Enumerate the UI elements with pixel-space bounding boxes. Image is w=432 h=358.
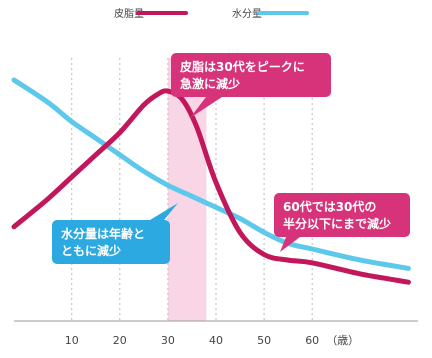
callout-text-line: 60代では30代の	[283, 199, 376, 214]
callout-text-line: 半分以下にまで減少	[283, 216, 391, 231]
x-tick-label: 10	[65, 334, 79, 347]
callout-box	[171, 53, 331, 97]
legend: 皮脂量 水分量	[114, 7, 309, 20]
callout-text-line: 急激に減少	[180, 76, 240, 91]
callout-pointer	[150, 203, 178, 220]
x-tick-label: 20	[113, 334, 127, 347]
moisture-series-line	[11, 77, 411, 271]
x-tick-label: 30	[161, 334, 175, 347]
callout-box	[52, 220, 170, 264]
x-tick-labels: 10 20 30 40 50 60 （歳）	[65, 334, 359, 347]
callout-text-line: ともに減少	[61, 243, 121, 258]
grid-layer	[71, 58, 313, 321]
x-tick-label: 60	[305, 334, 319, 347]
x-tick-label: 50	[257, 334, 271, 347]
callout-box	[274, 193, 410, 237]
callout-text-line: 皮脂は30代をピークに	[179, 59, 305, 74]
callout-pointer	[280, 237, 300, 252]
x-tick-label: 40	[209, 334, 223, 347]
legend-label-moisture: 水分量	[232, 8, 262, 20]
x-unit-label: （歳）	[326, 334, 359, 347]
series-layer	[11, 77, 411, 285]
callout-text-line: 水分量は年齢と	[61, 226, 145, 241]
sebum-series-line	[11, 88, 411, 285]
legend-label-sebum: 皮脂量	[114, 7, 144, 20]
callout-pointer	[190, 97, 222, 118]
